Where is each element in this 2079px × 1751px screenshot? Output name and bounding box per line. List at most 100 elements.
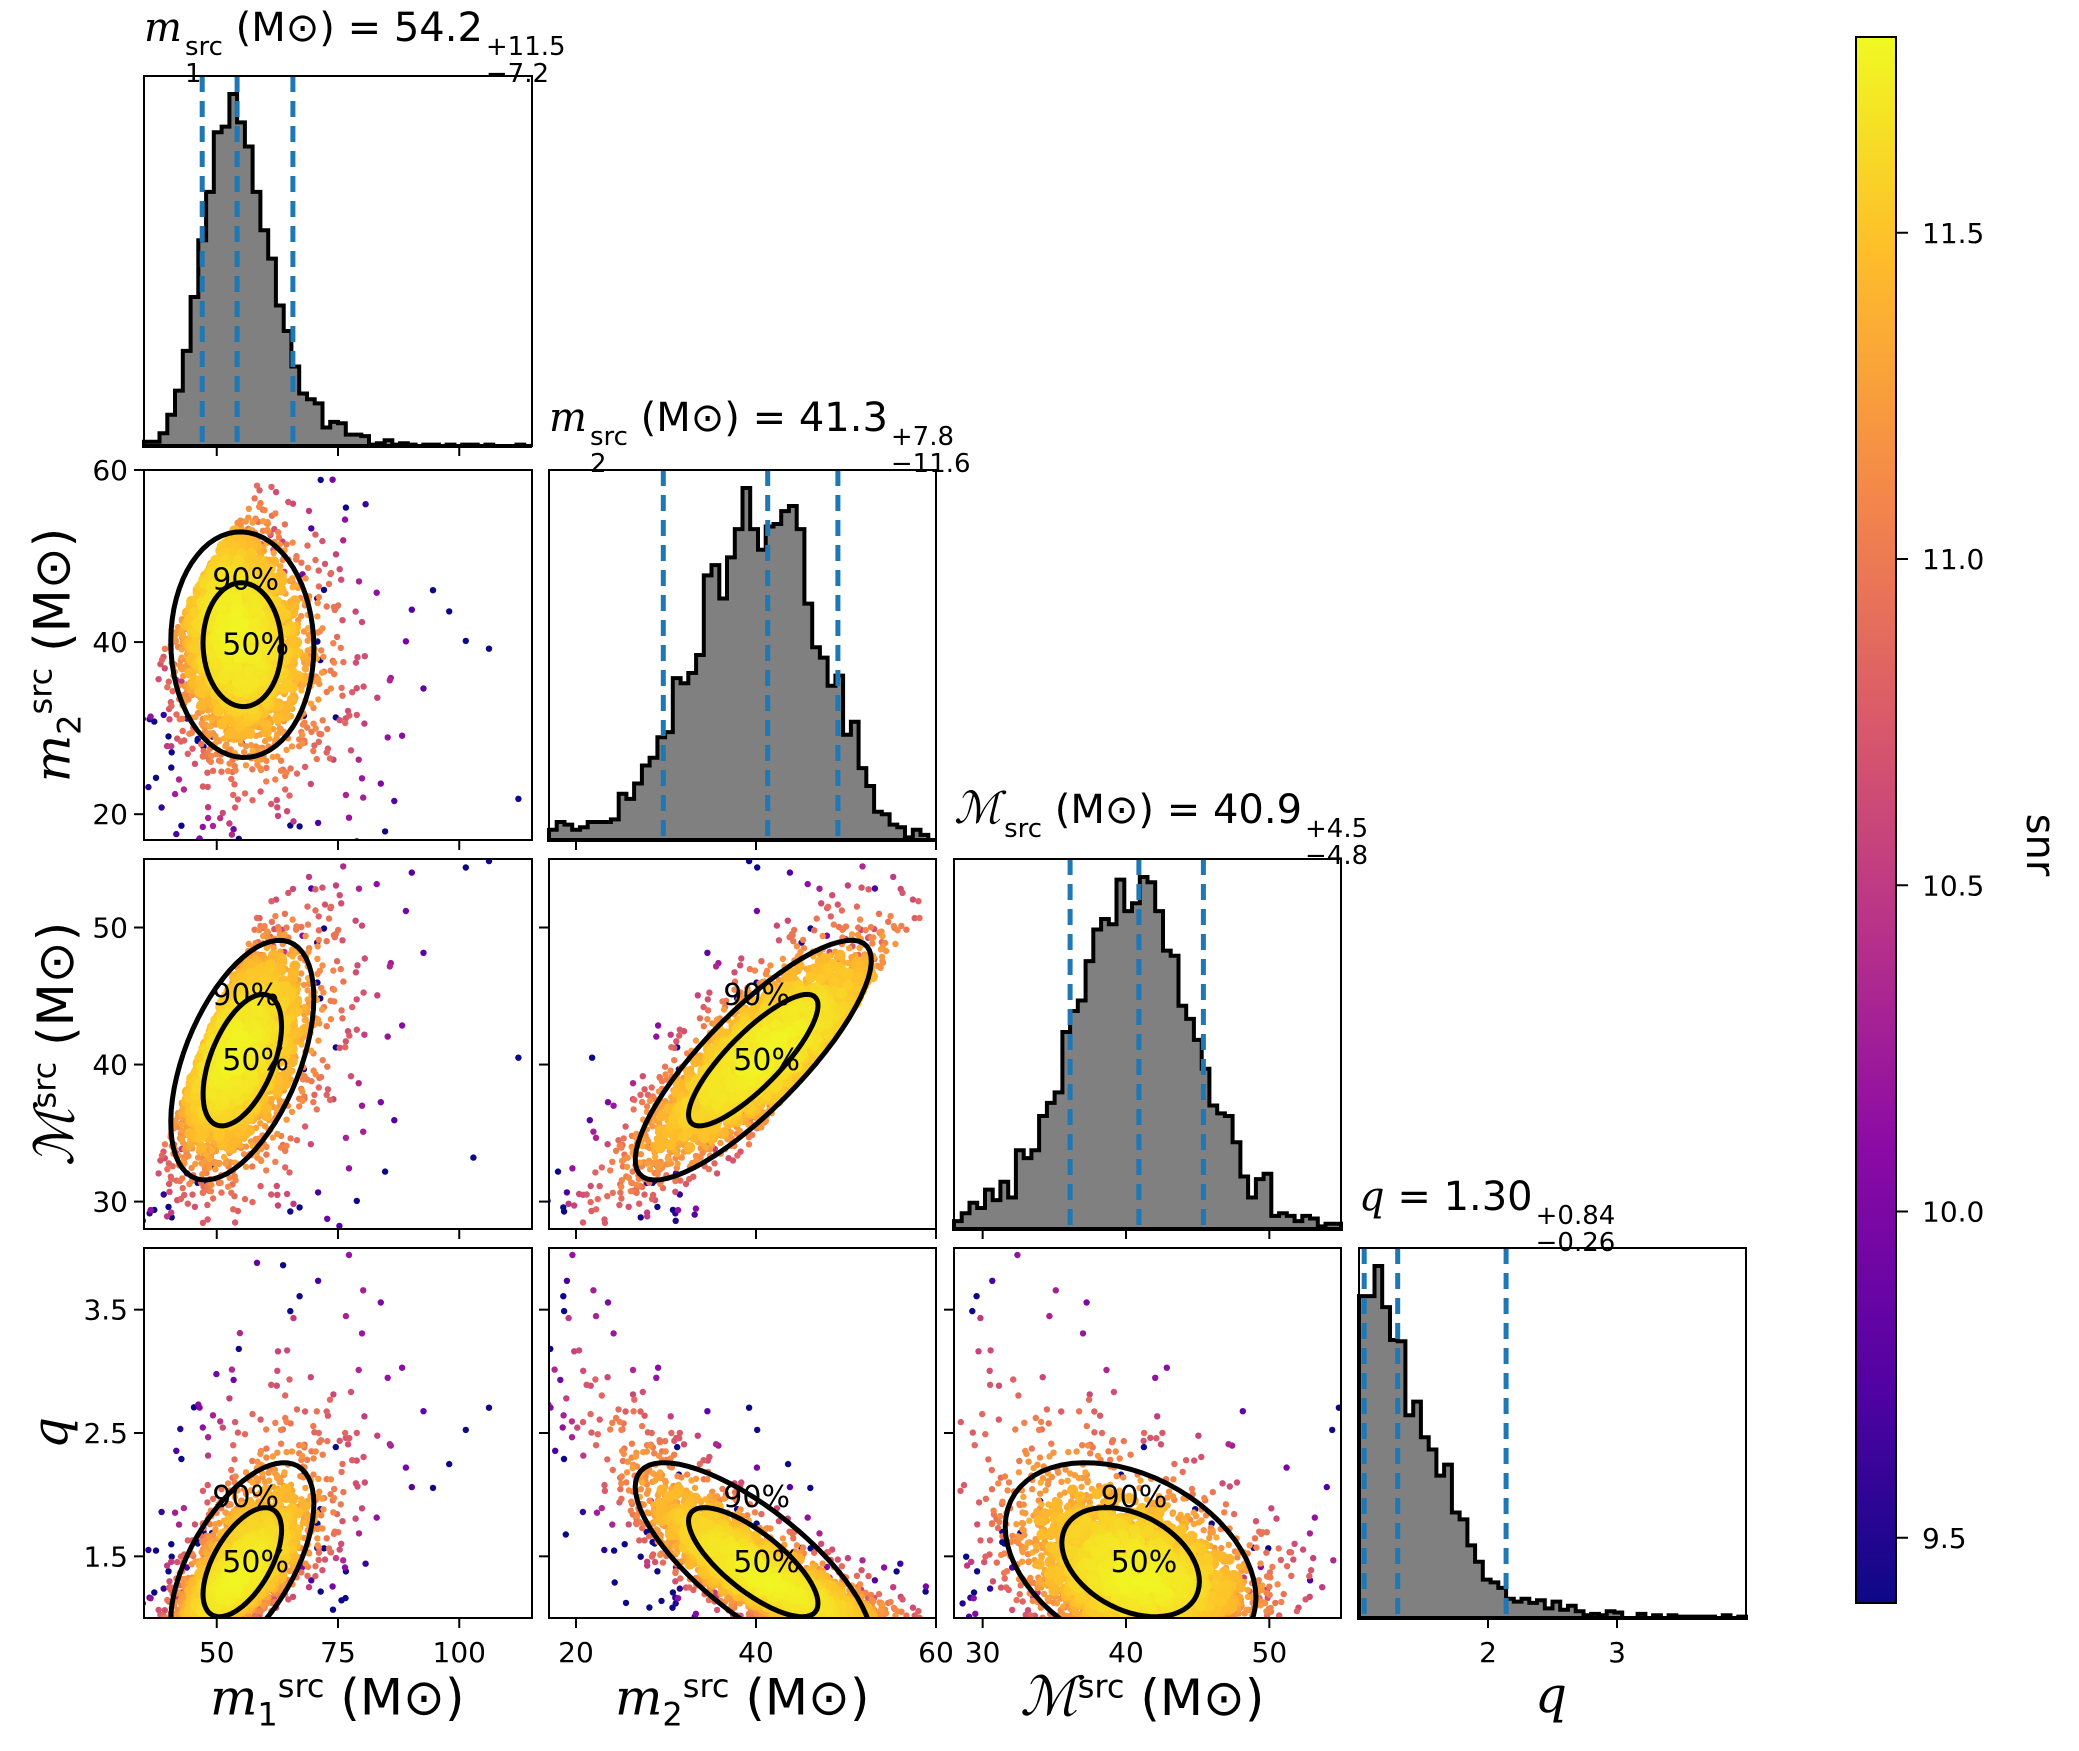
scatter-point <box>264 928 271 935</box>
scatter-point <box>430 832 436 838</box>
scatter-point <box>247 561 259 573</box>
scatter-point <box>158 804 165 811</box>
scatter-point <box>281 910 289 917</box>
scatter-point <box>199 753 206 760</box>
scatter-point <box>361 1031 368 1038</box>
scatter-point <box>178 630 185 637</box>
scatter-point <box>324 725 331 733</box>
scatter-point <box>227 746 234 753</box>
scatter-point <box>398 732 406 739</box>
scatter-point <box>191 760 199 767</box>
scatter-point <box>347 1073 355 1080</box>
scatter-point <box>336 717 343 724</box>
scatter-point <box>298 970 305 977</box>
scatter-point <box>337 644 344 652</box>
scatter-point <box>249 747 256 754</box>
scatter-point <box>346 712 353 719</box>
scatter-point <box>179 1184 186 1192</box>
scatter-point <box>263 944 271 952</box>
scatter-point <box>226 760 233 767</box>
scatter-point <box>274 1202 282 1209</box>
scatter-point <box>226 1174 233 1182</box>
scatter-point <box>333 958 341 965</box>
scatter-point <box>274 1130 281 1138</box>
scatter-point <box>373 880 380 888</box>
scatter-point <box>301 652 308 659</box>
scatter-point <box>342 416 348 422</box>
scatter-point <box>289 916 296 923</box>
scatter-point <box>305 873 313 881</box>
scatter-point <box>177 738 185 745</box>
scatter-point <box>349 1003 356 1011</box>
scatter-point <box>339 617 346 624</box>
scatter-point <box>168 743 175 750</box>
scatter-point <box>289 584 296 591</box>
scatter-point <box>342 791 350 799</box>
scatter-point <box>317 1073 325 1081</box>
scatter-point <box>299 721 307 728</box>
scatter-point <box>307 780 314 788</box>
scatter-point <box>168 1209 175 1216</box>
scatter-point <box>158 1275 164 1281</box>
scatter-point <box>318 1006 326 1013</box>
scatter-point <box>342 1044 349 1051</box>
scatter-point <box>318 669 326 676</box>
scatter-point <box>291 1005 303 1017</box>
scatter-point <box>324 1086 332 1093</box>
scatter-point <box>247 741 255 749</box>
scatter-point <box>377 1099 384 1106</box>
scatter-point <box>232 1177 239 1184</box>
scatter-point <box>217 1179 224 1186</box>
scatter-point <box>289 885 297 893</box>
scatter-point <box>327 569 335 577</box>
scatter-point <box>263 764 270 772</box>
scatter-point <box>301 1003 308 1011</box>
scatter-point <box>280 981 291 993</box>
scatter-point <box>164 684 171 691</box>
scatter-point <box>123 774 129 780</box>
scatter-point <box>273 796 280 804</box>
scatter-point <box>198 741 205 748</box>
scatter-point <box>273 1182 280 1190</box>
scatter-point <box>209 767 217 774</box>
scatter-point <box>208 1147 215 1154</box>
scatter-point <box>228 1189 235 1197</box>
scatter-point <box>257 1120 264 1127</box>
scatter-point <box>299 1097 306 1105</box>
scatter-point <box>160 711 167 719</box>
scatter-point <box>429 587 437 594</box>
scatter-point <box>270 725 277 733</box>
scatter-point <box>330 640 337 647</box>
scatter-point <box>312 725 319 732</box>
scatter-point <box>157 1157 164 1164</box>
scatter-point <box>194 675 206 687</box>
scatter-point <box>360 989 367 996</box>
scatter-point <box>263 778 270 785</box>
scatter-point <box>342 1038 349 1045</box>
scatter-point <box>171 790 179 798</box>
scatter-point <box>152 774 160 781</box>
scatter-point <box>175 776 183 783</box>
scatter-point <box>324 841 330 847</box>
scatter-point <box>176 1233 182 1239</box>
scatter-point <box>242 743 250 750</box>
scatter-point <box>275 534 283 541</box>
scatter-point <box>296 823 303 830</box>
scatter-point <box>339 1015 346 1022</box>
scatter-point <box>228 831 236 838</box>
scatter-point <box>208 752 215 760</box>
scatter-point <box>298 687 305 694</box>
scatter-point <box>236 1256 242 1262</box>
scatter-point <box>268 1191 275 1198</box>
scatter-point <box>331 998 338 1005</box>
scatter-point <box>229 625 241 637</box>
scatter-point <box>277 725 284 733</box>
scatter-point <box>268 800 275 808</box>
scatter-point <box>202 714 210 721</box>
scatter-point <box>230 1206 237 1213</box>
scatter-point <box>319 962 326 969</box>
scatter-point <box>191 1289 197 1295</box>
scatter-point <box>287 1208 294 1215</box>
scatter-point <box>264 526 271 534</box>
scatter-point <box>177 1195 185 1203</box>
